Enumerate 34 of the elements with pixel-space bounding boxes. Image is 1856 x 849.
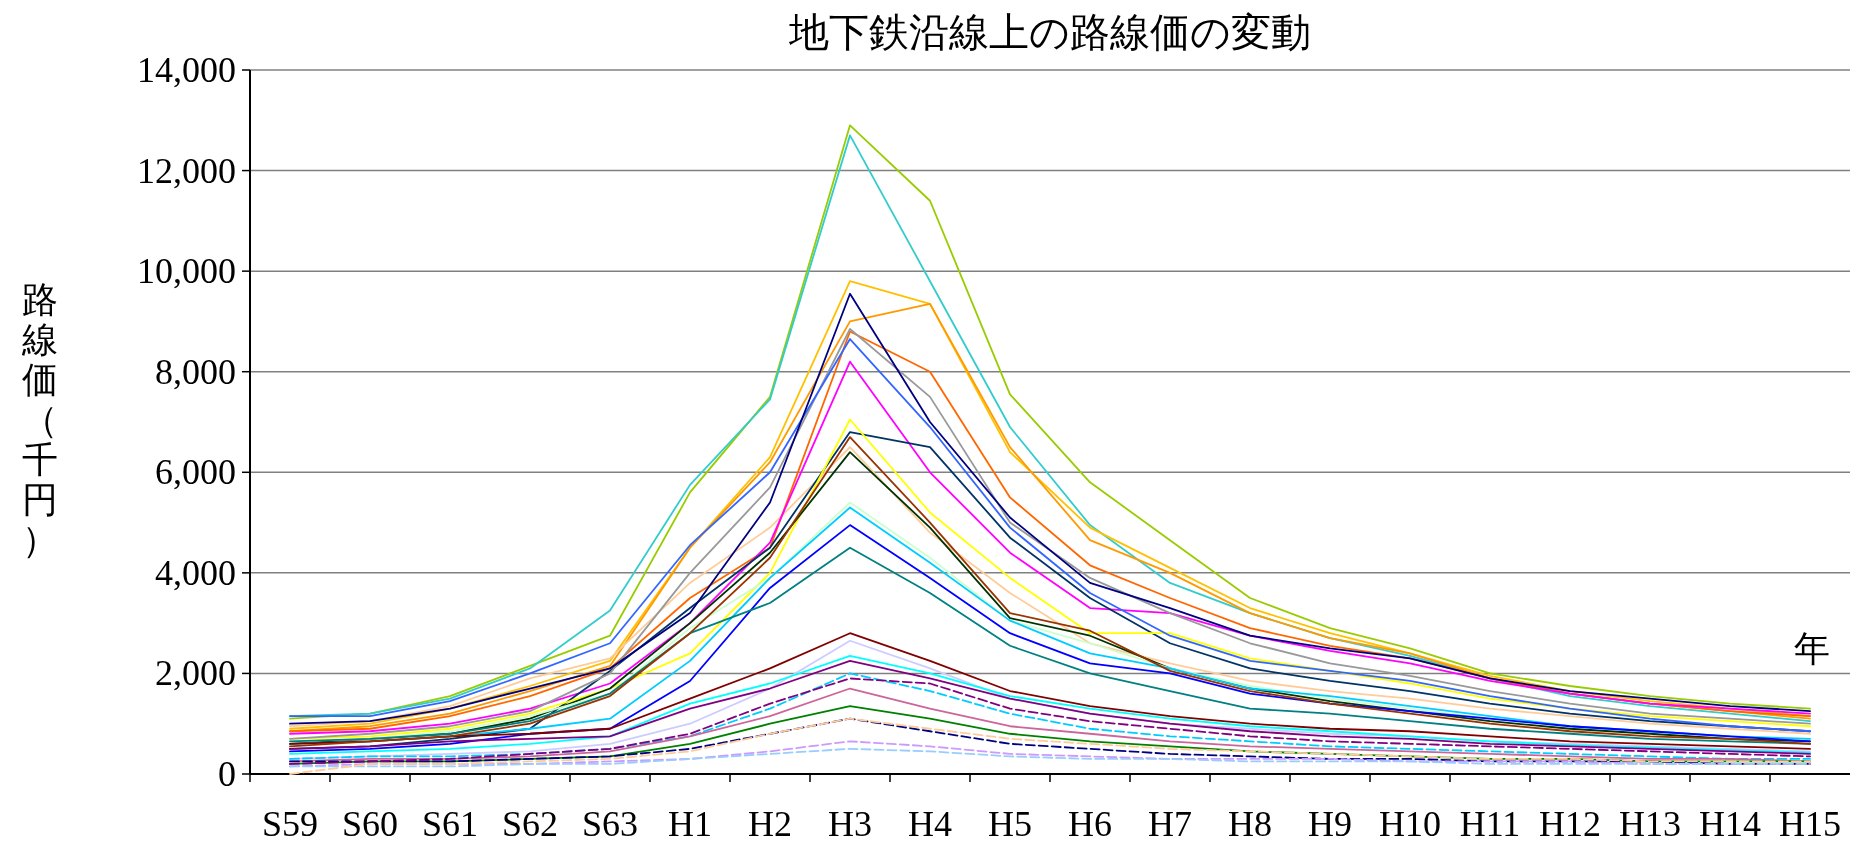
x-tick-label: S59 bbox=[261, 804, 319, 844]
x-tick-label: H8 bbox=[1228, 804, 1272, 844]
x-tick-label: H15 bbox=[1779, 804, 1841, 844]
x-tick-label: H6 bbox=[1068, 804, 1112, 844]
y-tick-label: 4,000 bbox=[155, 552, 236, 593]
x-tick-label: H7 bbox=[1148, 804, 1192, 844]
x-axis-title: 年 bbox=[1794, 629, 1830, 670]
x-tick-label: H3 bbox=[828, 804, 872, 844]
y-tick-label: 0 bbox=[218, 754, 236, 794]
y-axis-title: 路線価（千円） bbox=[21, 280, 58, 560]
x-tick-label: S62 bbox=[501, 804, 559, 844]
x-tick-label: S63 bbox=[581, 804, 639, 844]
x-tick-label: H5 bbox=[988, 804, 1032, 844]
y-tick-label: 8,000 bbox=[155, 351, 236, 392]
y-tick-label: 14,000 bbox=[137, 50, 236, 90]
x-tick-label: H4 bbox=[908, 804, 952, 844]
x-tick-label: H9 bbox=[1308, 804, 1352, 844]
x-tick-label: H1 bbox=[668, 804, 712, 844]
y-tick-label: 2,000 bbox=[155, 653, 236, 694]
x-tick-label: H10 bbox=[1379, 804, 1441, 844]
x-tick-label: H12 bbox=[1539, 804, 1601, 844]
x-tick-label: S60 bbox=[341, 804, 399, 844]
y-tick-label: 10,000 bbox=[137, 251, 236, 292]
x-tick-label: H11 bbox=[1459, 804, 1521, 844]
x-tick-label: H14 bbox=[1699, 804, 1761, 844]
x-tick-label: H13 bbox=[1619, 804, 1681, 844]
x-tick-label: H2 bbox=[748, 804, 792, 844]
chart-title: 地下鉄沿線上の路線価の変動 bbox=[788, 10, 1311, 55]
line-series bbox=[289, 717, 1811, 775]
y-tick-label: 6,000 bbox=[155, 452, 236, 493]
line-series bbox=[289, 717, 1811, 765]
x-tick-label: S61 bbox=[421, 804, 479, 844]
line-series bbox=[289, 740, 1811, 768]
y-tick-label: 12,000 bbox=[137, 150, 236, 191]
